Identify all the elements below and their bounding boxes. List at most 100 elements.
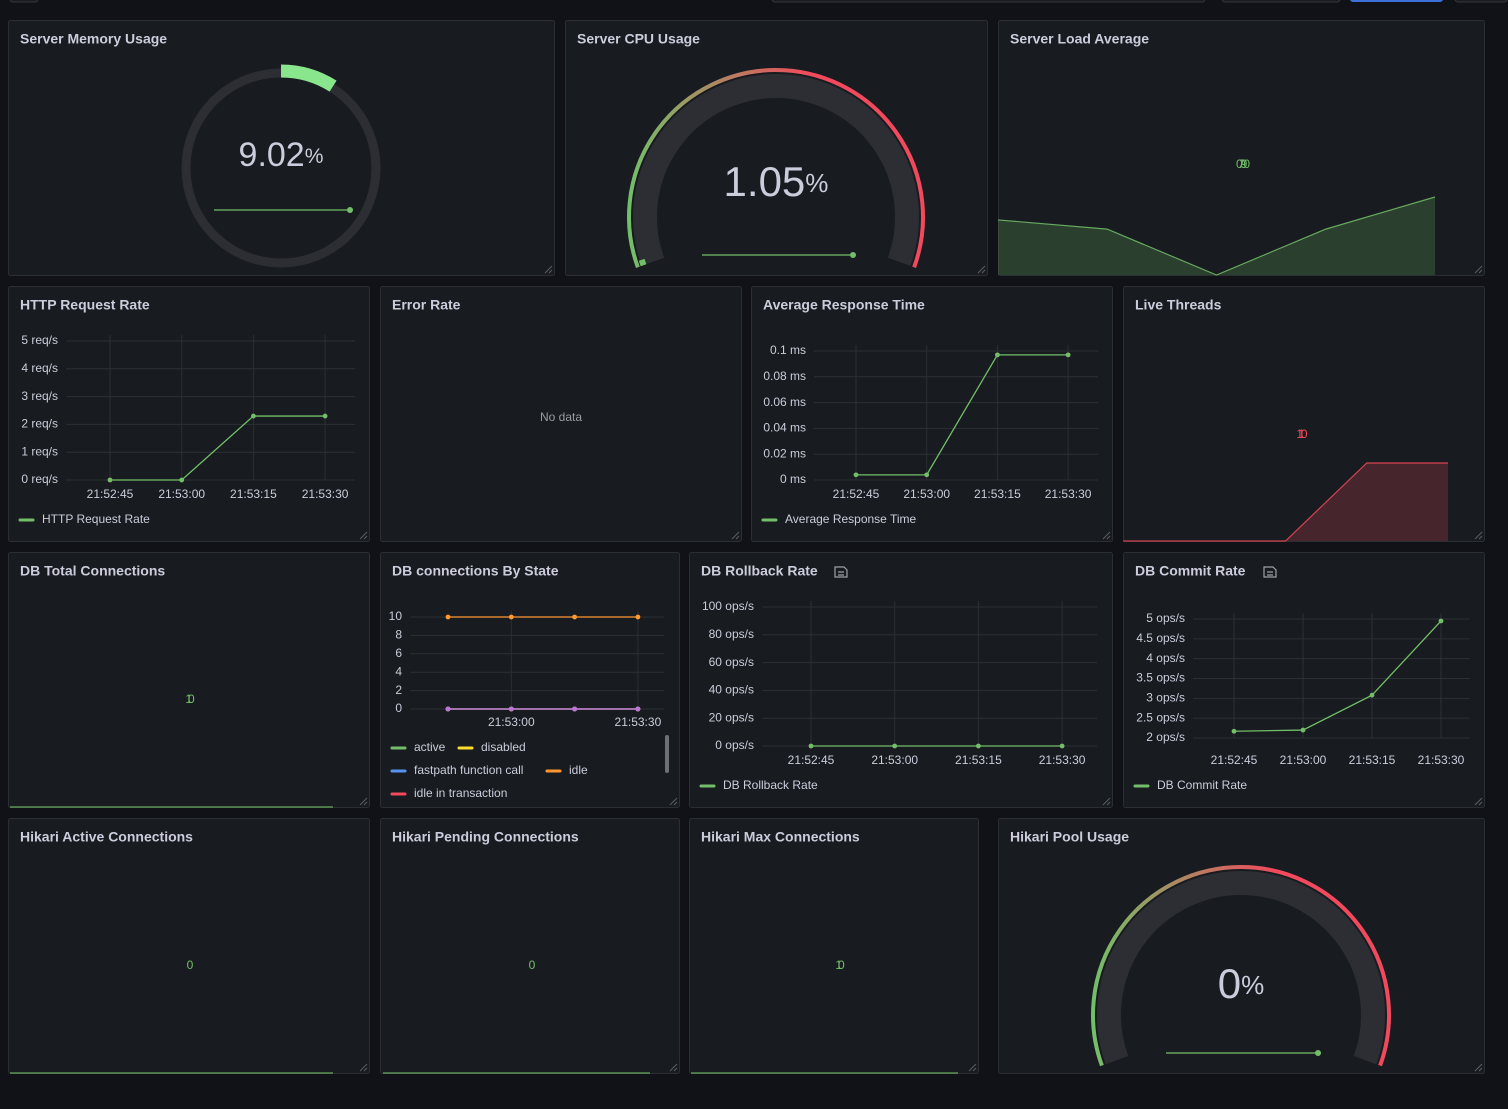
y-tick-label: 0 ops/s bbox=[715, 738, 754, 752]
y-tick-label: 4 ops/s bbox=[1146, 651, 1185, 665]
y-tick-label: 5 req/s bbox=[21, 333, 58, 347]
y-tick-label: 80 ops/s bbox=[709, 627, 754, 641]
x-tick-label: 21:53:30 bbox=[1418, 753, 1465, 767]
panel bbox=[689, 552, 1113, 808]
x-tick-label: 21:53:30 bbox=[1045, 487, 1092, 501]
panel bbox=[380, 818, 680, 1074]
resize-handle bbox=[1474, 797, 1483, 806]
panel bbox=[8, 286, 370, 542]
data-point bbox=[1369, 692, 1375, 698]
panel-title: Average Response Time bbox=[763, 297, 925, 313]
data-point bbox=[107, 477, 113, 483]
data-point bbox=[1438, 618, 1444, 624]
sparkline-dot bbox=[1315, 1050, 1321, 1056]
sparkline-area bbox=[998, 197, 1435, 275]
y-tick-label: 3 ops/s bbox=[1146, 691, 1185, 705]
panel bbox=[998, 20, 1485, 276]
y-tick-label: 8 bbox=[395, 628, 402, 642]
data-point bbox=[853, 472, 859, 478]
resize-handle bbox=[1474, 265, 1483, 274]
panel bbox=[8, 20, 555, 276]
threshold-band bbox=[627, 68, 925, 268]
gauge-unit: % bbox=[305, 145, 324, 168]
y-tick-label: 100 ops/s bbox=[702, 599, 754, 613]
panel bbox=[1123, 286, 1485, 542]
toolbar-button[interactable] bbox=[9, 0, 39, 3]
panel-title: Hikari Active Connections bbox=[20, 829, 193, 845]
sparkline bbox=[997, 196, 1436, 276]
gauge-value-text: 1.05 bbox=[724, 158, 806, 205]
gauge-track bbox=[633, 74, 919, 266]
y-tick-label: 2.5 ops/s bbox=[1136, 710, 1185, 724]
y-tick-label: 4 bbox=[395, 664, 402, 678]
x-tick-label: 21:53:30 bbox=[302, 487, 349, 501]
resize-handle bbox=[1102, 531, 1111, 540]
toolbar-button[interactable] bbox=[1454, 0, 1508, 3]
data-point bbox=[508, 614, 514, 620]
data-point bbox=[635, 706, 641, 712]
gauge-text: 1.05% bbox=[724, 158, 829, 205]
gauge-track bbox=[1097, 871, 1385, 1065]
panel bbox=[751, 286, 1113, 542]
panel-title: DB connections By State bbox=[392, 563, 559, 579]
toolbar-button[interactable] bbox=[1221, 0, 1341, 3]
resize-handle bbox=[359, 1063, 368, 1072]
data-point bbox=[892, 743, 898, 749]
legend-scrollbar bbox=[665, 735, 669, 773]
data-point bbox=[251, 413, 256, 419]
y-tick-label: 4 req/s bbox=[21, 361, 58, 375]
y-tick-label: 40 ops/s bbox=[709, 683, 754, 697]
x-tick-label: 21:53:30 bbox=[1039, 753, 1086, 767]
y-tick-label: 0.04 ms bbox=[763, 421, 806, 435]
panel bbox=[998, 818, 1485, 1074]
y-tick-label: 6 bbox=[395, 646, 402, 660]
no-data: No data bbox=[540, 410, 582, 424]
resize-handle bbox=[544, 265, 553, 274]
x-tick-label: 21:53:15 bbox=[230, 487, 277, 501]
data-point bbox=[1065, 352, 1071, 358]
sparkline-area bbox=[1123, 463, 1448, 541]
data-point bbox=[1059, 743, 1065, 749]
panel-title: Server Load Average bbox=[1010, 31, 1149, 47]
x-tick-label: 21:53:00 bbox=[871, 753, 918, 767]
y-tick-label: 3 req/s bbox=[21, 389, 58, 403]
series-line bbox=[856, 354, 1069, 476]
data-point bbox=[322, 413, 328, 419]
resize-handle bbox=[731, 531, 740, 540]
legend-label: disabled bbox=[481, 740, 526, 754]
panel-title: Server CPU Usage bbox=[577, 31, 700, 47]
data-point bbox=[572, 706, 577, 712]
gauge-value-text: 0 bbox=[1218, 960, 1241, 1007]
series-line bbox=[110, 415, 326, 481]
gauge-value bbox=[638, 258, 647, 267]
resize-handle bbox=[1102, 797, 1111, 806]
data-point bbox=[445, 614, 451, 620]
time-picker[interactable] bbox=[771, 0, 1206, 3]
primary-button[interactable] bbox=[1350, 0, 1443, 2]
description-icon[interactable] bbox=[1263, 566, 1277, 578]
panel-title: DB Total Connections bbox=[20, 563, 165, 579]
y-tick-label: 0.02 ms bbox=[763, 446, 806, 460]
y-tick-label: 0 ms bbox=[780, 472, 806, 486]
data-point bbox=[1300, 727, 1306, 733]
data-point bbox=[572, 614, 577, 620]
x-tick-label: 21:53:30 bbox=[615, 715, 662, 729]
x-tick-label: 21:53:15 bbox=[1349, 753, 1396, 767]
panel-title: HTTP Request Rate bbox=[20, 297, 150, 313]
x-tick-label: 21:52:45 bbox=[833, 487, 880, 501]
y-tick-label: 2 ops/s bbox=[1146, 730, 1185, 744]
resize-handle bbox=[669, 1063, 678, 1072]
data-point bbox=[924, 472, 930, 478]
y-tick-label: 0.08 ms bbox=[763, 369, 806, 383]
gauge-value bbox=[280, 64, 337, 92]
panel bbox=[380, 286, 742, 542]
x-tick-label: 21:53:15 bbox=[955, 753, 1002, 767]
y-tick-label: 60 ops/s bbox=[709, 655, 754, 669]
legend-label: fastpath function call bbox=[414, 763, 523, 777]
resize-handle bbox=[669, 797, 678, 806]
sparkline bbox=[1123, 462, 1448, 542]
description-icon[interactable] bbox=[834, 566, 848, 578]
panel-title: Hikari Pending Connections bbox=[392, 829, 579, 845]
data-point bbox=[508, 706, 514, 712]
